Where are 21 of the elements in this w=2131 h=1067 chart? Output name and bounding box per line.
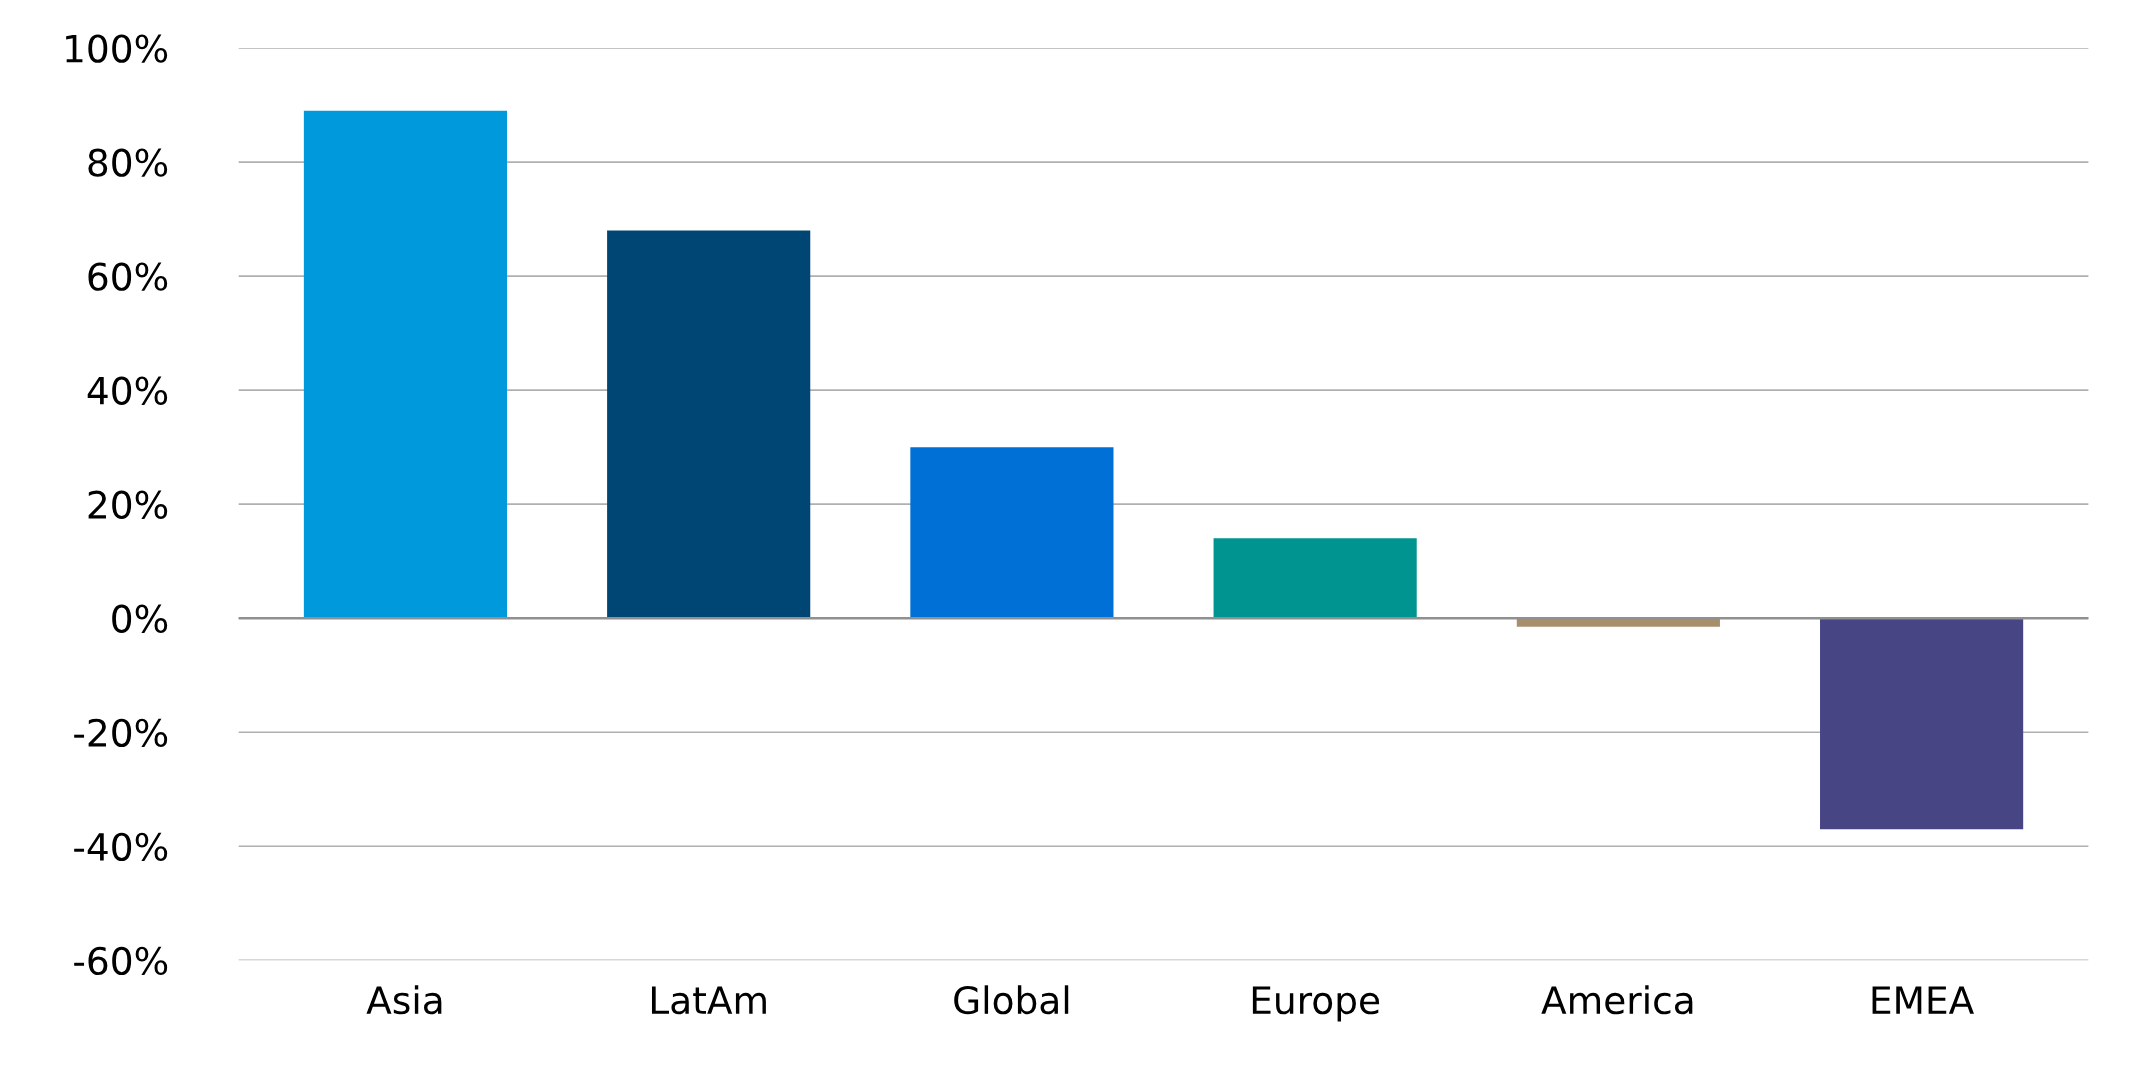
y-tick-label: 100% [66,34,168,63]
bar [607,230,811,619]
y-tick-label: 20% [88,490,168,519]
y-tick-label: 0% [112,604,168,633]
y-tick-label: -40% [74,832,168,862]
bar [1820,618,2024,830]
y-tick-label: 40% [87,376,168,405]
x-tick-label: America [1541,985,1693,1015]
x-tick-label: LatAm [651,986,766,1015]
x-tick-label: Global [954,985,1069,1015]
y-tick-label: 60% [88,262,168,291]
bar [1213,538,1417,619]
x-tick-label: EMEA [1872,986,1974,1014]
bar [910,447,1114,619]
y-tick-label: -60% [74,946,168,976]
y-tick-label: -20% [74,718,168,748]
x-tick-label: Europe [1252,986,1380,1022]
y-tick-label: 80% [88,148,168,177]
x-tick-label: Asia [366,985,442,1015]
bar [1516,618,1720,627]
bar [303,110,508,619]
